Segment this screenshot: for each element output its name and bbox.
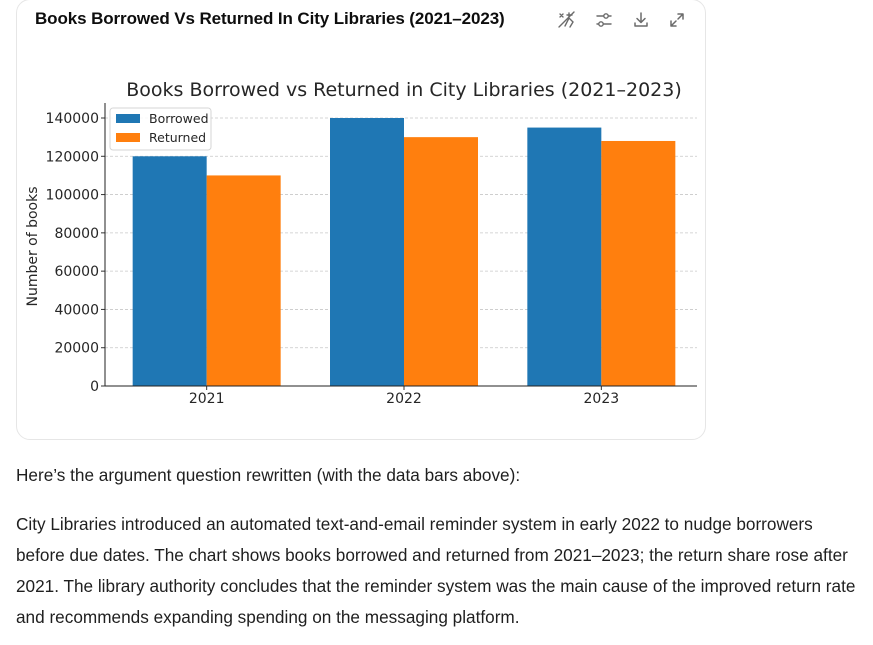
interactive-toggle-icon[interactable] [556, 9, 578, 31]
card-title: Books Borrowed Vs Returned In City Libra… [35, 9, 505, 28]
legend-swatch-returned [116, 133, 140, 142]
y-tick-label: 60000 [54, 264, 99, 280]
y-tick-label: 0 [90, 379, 99, 395]
x-tick-label: 2021 [189, 391, 225, 407]
argument-paragraph: City Libraries introduced an automated t… [16, 514, 856, 627]
bar-returned-2022 [404, 137, 478, 386]
bar-borrowed-2023 [527, 127, 602, 387]
x-tick-label: 2022 [386, 391, 422, 407]
bar-returned-2023 [601, 140, 676, 386]
intro-text: Here’s the argument question rewritten (… [16, 465, 521, 485]
legend-swatch-borrowed [116, 114, 140, 123]
expand-icon[interactable] [666, 9, 688, 31]
download-icon[interactable] [630, 9, 652, 31]
chart-settings-icon[interactable] [593, 9, 615, 31]
y-tick-label: 80000 [54, 226, 99, 242]
chart-title: Books Borrowed vs Returned in City Libra… [126, 79, 682, 101]
y-tick-label: 20000 [54, 341, 99, 357]
bar-borrowed-2022 [330, 118, 404, 386]
y-tick-label: 100000 [46, 188, 99, 204]
bar-returned-2021 [206, 175, 281, 386]
y-tick-label: 120000 [46, 149, 99, 165]
legend-label-borrowed: Borrowed [149, 111, 209, 126]
y-tick-label: 40000 [54, 302, 99, 318]
bar-chart: Books Borrowed vs Returned in City Libra… [25, 79, 697, 407]
legend-label-returned: Returned [149, 130, 206, 145]
y-tick-label: 140000 [46, 111, 99, 127]
bar-borrowed-2021 [132, 156, 207, 386]
y-axis-label: Number of books [25, 186, 41, 306]
x-tick-label: 2023 [584, 391, 620, 407]
